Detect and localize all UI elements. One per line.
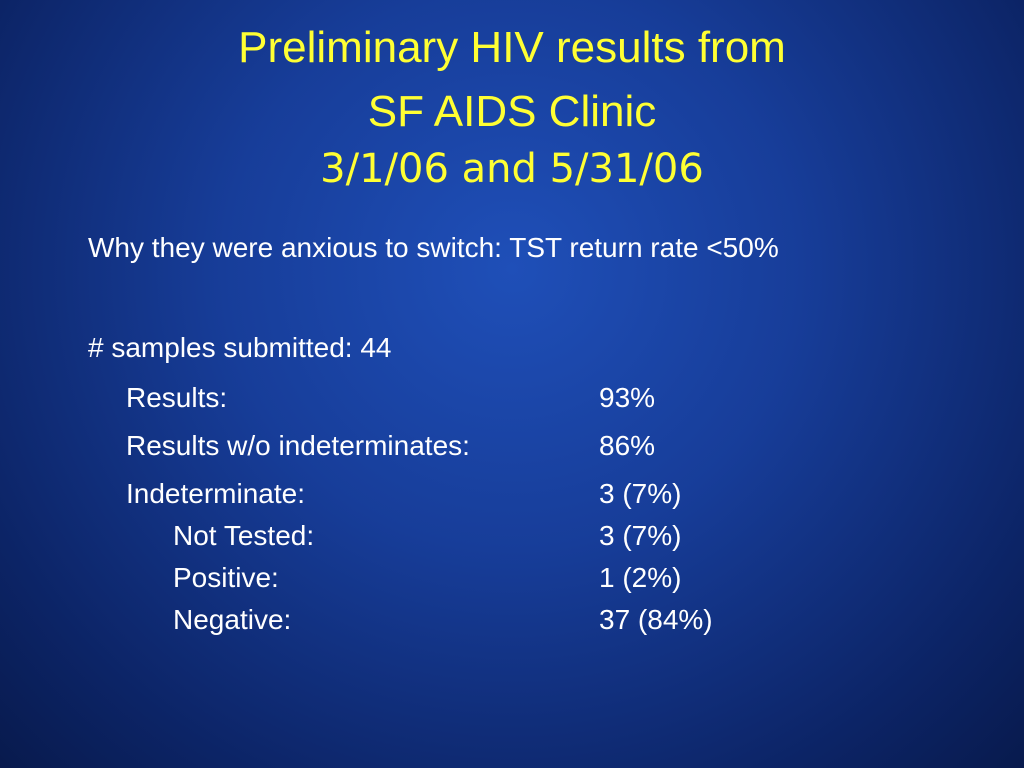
row-label: Negative: <box>173 604 292 635</box>
bullet: Why they were anxious to switch: TST ret… <box>88 232 779 263</box>
row-value: 3 (7%) <box>599 520 682 551</box>
row-label: Not Tested: <box>173 520 315 551</box>
row-label: Results w/o indeterminates: <box>126 430 470 461</box>
row-label: Positive: <box>173 562 279 593</box>
row-value: 3 (7%) <box>599 478 682 509</box>
row-value: 93% <box>599 382 656 413</box>
title: Preliminary HIV results from <box>238 23 786 72</box>
subtitle: 3/1/06 and 5/31/06 <box>320 146 704 192</box>
row-value: 1 (2%) <box>599 562 682 593</box>
row-value: 37 (84%) <box>599 604 713 635</box>
title: SF AIDS Clinic <box>367 87 657 136</box>
row-label: Results: <box>126 382 228 413</box>
row-label: Indeterminate: <box>126 478 305 509</box>
bullet: # samples submitted: 44 <box>88 332 392 363</box>
row-value: 86% <box>599 430 656 461</box>
